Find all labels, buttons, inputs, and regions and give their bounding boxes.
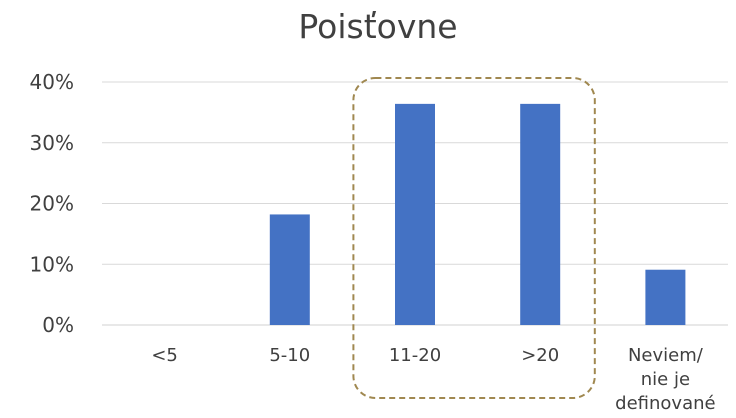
bar xyxy=(520,103,561,326)
y-tick-label: 0% xyxy=(42,313,74,337)
y-tick-label: 10% xyxy=(30,252,74,276)
x-tick-label: >20 xyxy=(521,345,559,366)
highlight-group xyxy=(352,77,596,399)
bar xyxy=(645,269,686,325)
bar xyxy=(395,103,435,326)
x-tick-label: 5-10 xyxy=(269,345,310,366)
highlight-box xyxy=(352,77,596,399)
y-tick-label: 40% xyxy=(30,70,74,94)
chart-title: Poisťovne xyxy=(298,7,457,46)
y-axis-tick-labels: 0% 10% 20% 30% 40% xyxy=(30,70,74,337)
y-tick-label: 20% xyxy=(30,192,74,216)
x-tick-label: 11-20 xyxy=(389,345,441,366)
x-tick-label: Neviem/nie je definované xyxy=(615,345,715,414)
x-axis-tick-labels: <5 5-10 11-20 >20 Neviem/nie je definované xyxy=(151,345,715,414)
y-tick-label: 30% xyxy=(30,131,74,155)
bar xyxy=(269,214,310,325)
bars xyxy=(269,103,686,326)
x-tick-label: <5 xyxy=(151,345,178,366)
